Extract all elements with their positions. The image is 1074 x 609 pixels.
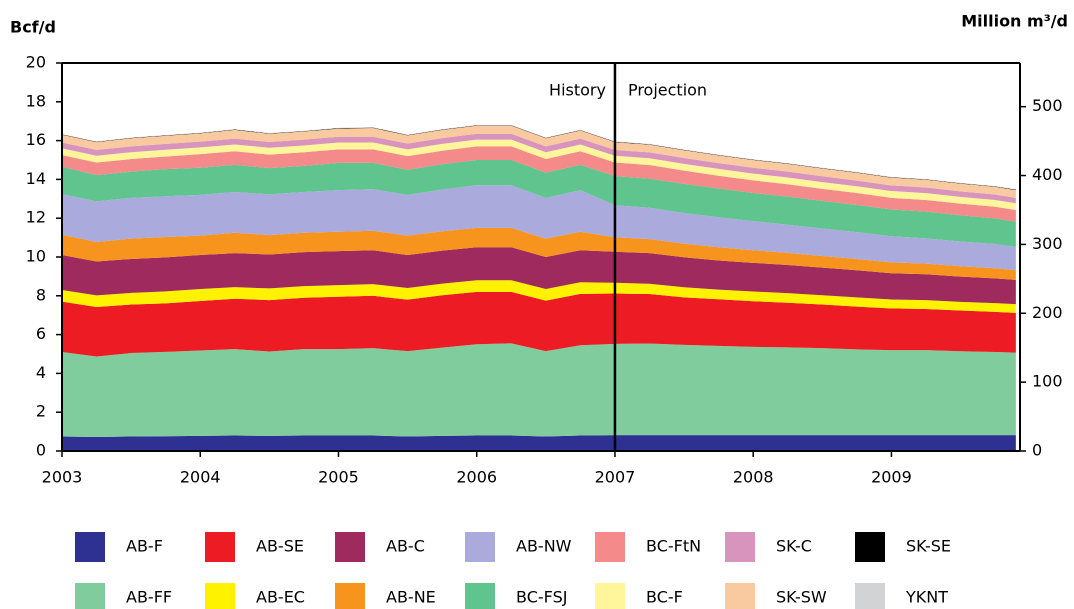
legend-swatch — [725, 532, 755, 562]
legend-label: AB-C — [386, 537, 425, 556]
x-tick-label: 2007 — [595, 468, 636, 487]
legend-label: AB-FF — [126, 588, 172, 607]
legend-label: SK-SE — [906, 537, 951, 556]
area — [62, 146, 1016, 222]
legend-label: AB-SE — [256, 537, 304, 556]
x-tick-label: 2005 — [318, 468, 359, 487]
legend-swatch — [465, 532, 495, 562]
area — [62, 185, 1016, 271]
y-tick-label: 12 — [26, 208, 46, 227]
x-tick-label: 2006 — [456, 468, 497, 487]
area — [62, 139, 1016, 211]
legend-swatch — [205, 583, 235, 609]
y2-tick-label: 500 — [1032, 96, 1063, 115]
y-tick-label: 20 — [26, 53, 46, 72]
y-tick-label: 16 — [26, 130, 46, 149]
legend-swatch — [595, 532, 625, 562]
legend-swatch — [855, 532, 885, 562]
legend-label: AB-NE — [386, 588, 436, 607]
y2-tick-label: 0 — [1032, 441, 1042, 460]
legend-swatch — [335, 583, 365, 609]
y2-axis-label: Million m³/d — [961, 12, 1068, 31]
legend-label: YKNT — [905, 588, 948, 607]
y2-tick-label: 100 — [1032, 372, 1063, 391]
area — [62, 291, 1016, 357]
area — [62, 160, 1016, 247]
legend-swatch — [855, 583, 885, 609]
y-tick-label: 4 — [36, 363, 46, 382]
legend-label: BC-F — [646, 588, 683, 607]
y2-tick-label: 400 — [1032, 165, 1063, 184]
legend-label: AB-EC — [256, 588, 305, 607]
area — [62, 133, 1016, 204]
area — [62, 343, 1016, 438]
legend-label: AB-NW — [516, 537, 572, 556]
legend-label: SK-C — [776, 537, 812, 556]
legend-label: SK-SW — [776, 588, 827, 607]
area — [62, 280, 1016, 313]
legend-label: BC-FSJ — [516, 588, 567, 607]
y-tick-label: 18 — [26, 91, 46, 110]
x-tick-label: 2009 — [871, 468, 912, 487]
area — [62, 247, 1016, 305]
legend-swatch — [595, 583, 625, 609]
legend-label: BC-FtN — [646, 537, 701, 556]
legend-swatch — [725, 583, 755, 609]
legend-swatch — [335, 532, 365, 562]
x-tick-label: 2008 — [733, 468, 774, 487]
annotation: History — [549, 81, 606, 100]
area — [62, 227, 1016, 280]
legend-swatch — [75, 532, 105, 562]
x-tick-label: 2004 — [180, 468, 221, 487]
x-tick-label: 2003 — [42, 468, 83, 487]
area — [62, 435, 1016, 451]
y-tick-label: 6 — [36, 324, 46, 343]
y-tick-label: 2 — [36, 402, 46, 421]
legend-label: AB-F — [126, 537, 163, 556]
y2-tick-label: 200 — [1032, 303, 1063, 322]
area — [62, 125, 1016, 198]
legend-swatch — [75, 583, 105, 609]
y-tick-label: 8 — [36, 285, 46, 304]
annotation: Projection — [628, 81, 707, 100]
y-tick-label: 14 — [26, 169, 46, 188]
y-tick-label: 0 — [36, 441, 46, 460]
y-tick-label: 10 — [26, 247, 46, 266]
y-axis-label: Bcf/d — [10, 18, 56, 37]
y2-tick-label: 300 — [1032, 234, 1063, 253]
legend-swatch — [205, 532, 235, 562]
legend-swatch — [465, 583, 495, 609]
